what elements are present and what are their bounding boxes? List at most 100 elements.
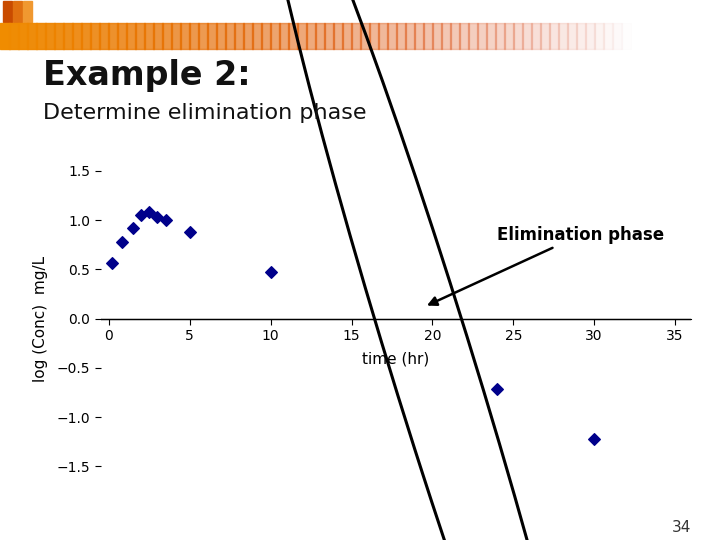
Bar — [603, 23, 613, 49]
Bar — [594, 23, 604, 49]
Bar — [0, 23, 11, 49]
Bar — [13, 2, 22, 22]
Bar — [576, 23, 586, 49]
Point — [152, 213, 163, 221]
Bar — [9, 23, 19, 49]
Bar — [270, 23, 281, 49]
Point — [127, 224, 139, 232]
Text: Example 2:: Example 2: — [43, 59, 251, 92]
Text: Elimination phase: Elimination phase — [429, 226, 665, 305]
Bar — [522, 23, 532, 49]
Bar — [450, 23, 461, 49]
Bar — [639, 23, 649, 49]
Bar — [585, 23, 595, 49]
Bar — [540, 23, 550, 49]
Bar — [99, 23, 109, 49]
Bar — [567, 23, 577, 49]
Bar — [684, 23, 694, 49]
Bar — [306, 23, 317, 49]
Bar — [675, 23, 685, 49]
Bar — [234, 23, 245, 49]
Bar — [432, 23, 442, 49]
Bar — [324, 23, 334, 49]
Bar — [414, 23, 424, 49]
Text: 34: 34 — [672, 519, 691, 535]
Bar — [45, 23, 55, 49]
Point — [160, 216, 171, 225]
Bar — [23, 2, 32, 22]
Bar — [36, 23, 46, 49]
Bar — [288, 23, 299, 49]
Bar — [135, 23, 145, 49]
Bar — [297, 23, 307, 49]
Bar — [369, 23, 379, 49]
Bar — [621, 23, 631, 49]
Bar — [162, 23, 173, 49]
Bar — [126, 23, 137, 49]
Bar — [477, 23, 487, 49]
Bar — [81, 23, 91, 49]
Bar — [72, 23, 82, 49]
Bar — [657, 23, 667, 49]
Bar — [153, 23, 163, 49]
Bar — [495, 23, 505, 49]
Bar — [171, 23, 181, 49]
Bar — [378, 23, 389, 49]
Bar — [549, 23, 559, 49]
Bar — [54, 23, 65, 49]
Bar — [630, 23, 641, 49]
Y-axis label: log (Conc)  mg/L: log (Conc) mg/L — [33, 255, 48, 382]
Text: Determine elimination phase: Determine elimination phase — [43, 103, 366, 123]
Bar — [333, 23, 343, 49]
Bar — [225, 23, 235, 49]
Bar — [90, 23, 101, 49]
Bar — [387, 23, 397, 49]
Point — [588, 434, 600, 443]
Bar — [63, 23, 73, 49]
Bar — [558, 23, 569, 49]
Bar — [666, 23, 677, 49]
Bar — [18, 23, 29, 49]
Bar — [648, 23, 658, 49]
Point — [184, 228, 196, 237]
Bar — [315, 23, 325, 49]
Bar — [279, 23, 289, 49]
Point — [143, 208, 155, 217]
Bar — [459, 23, 469, 49]
Bar — [513, 23, 523, 49]
Bar — [396, 23, 407, 49]
Bar — [441, 23, 451, 49]
Bar — [468, 23, 478, 49]
Bar — [3, 2, 12, 22]
Bar — [243, 23, 253, 49]
Bar — [216, 23, 226, 49]
Bar — [486, 23, 497, 49]
X-axis label: time (hr): time (hr) — [362, 352, 430, 366]
Bar — [27, 23, 37, 49]
Bar — [531, 23, 541, 49]
Point — [265, 268, 276, 276]
Bar — [702, 23, 712, 49]
Point — [116, 238, 127, 246]
Bar — [198, 23, 209, 49]
Bar — [207, 23, 217, 49]
Bar — [405, 23, 415, 49]
Bar — [189, 23, 199, 49]
Bar — [261, 23, 271, 49]
Bar — [351, 23, 361, 49]
Bar — [711, 23, 720, 49]
Bar — [693, 23, 703, 49]
Bar — [612, 23, 622, 49]
Point — [107, 259, 118, 268]
Bar — [117, 23, 127, 49]
Bar — [342, 23, 353, 49]
Point — [135, 211, 147, 220]
Bar — [423, 23, 433, 49]
Point — [491, 385, 503, 394]
Bar — [144, 23, 154, 49]
Bar — [504, 23, 514, 49]
Bar — [252, 23, 262, 49]
Bar — [180, 23, 190, 49]
Bar — [360, 23, 370, 49]
Bar — [108, 23, 119, 49]
